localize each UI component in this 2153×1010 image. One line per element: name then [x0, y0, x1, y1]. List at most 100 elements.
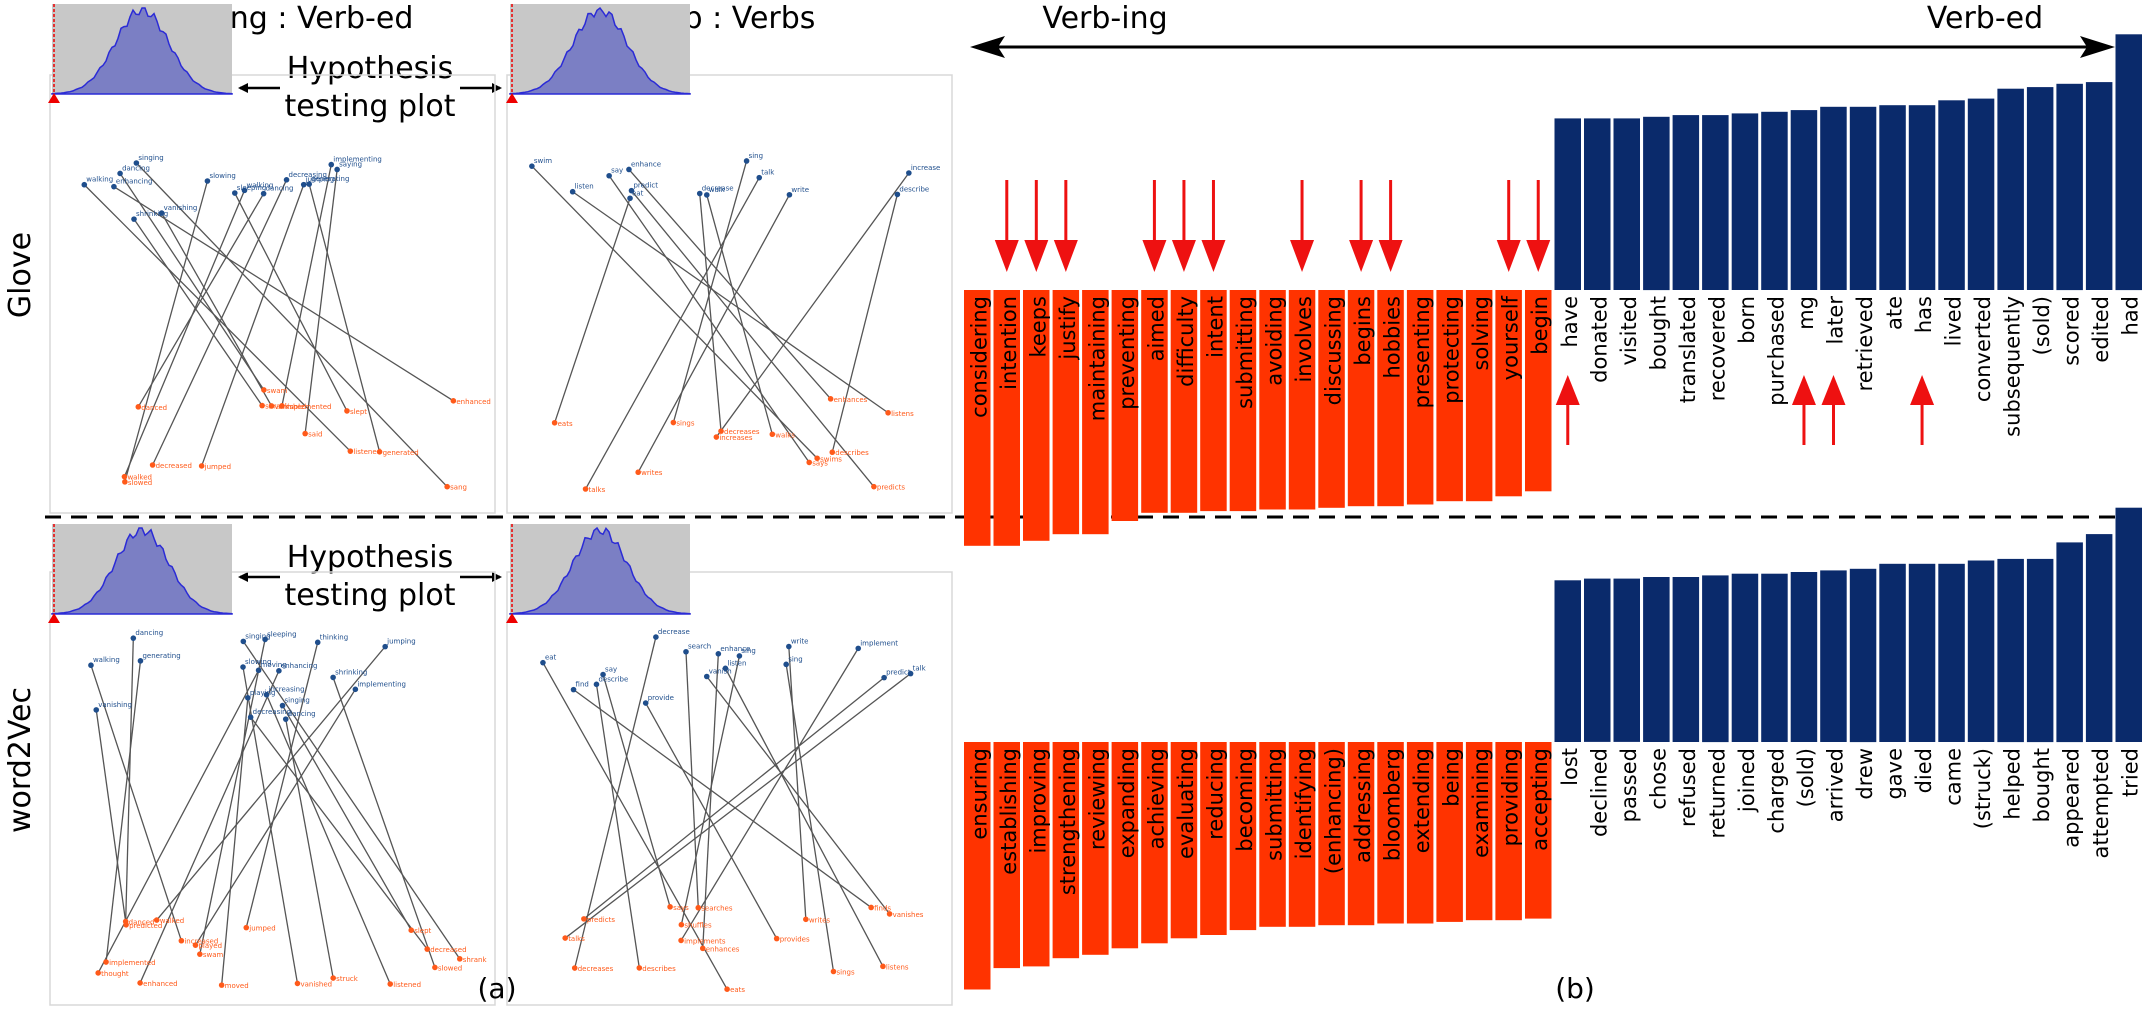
word-point-top: [260, 190, 267, 197]
word-point-bottom: [814, 455, 820, 462]
word-label-bottom: shuffles: [684, 922, 712, 930]
word-label-top: sleeping: [267, 630, 296, 638]
highlight-arrow-down: [1290, 180, 1315, 272]
word-label-bottom: jumped: [248, 925, 275, 933]
bar-tick-label: reducing: [1204, 748, 1228, 840]
word-point-bottom: [695, 904, 702, 911]
word-pair-link: [199, 639, 266, 955]
hypothesis-text-2: testing plot: [284, 578, 455, 613]
word-pair-link: [574, 636, 657, 969]
word-point-bottom: [192, 942, 199, 948]
bar: [1672, 577, 1700, 742]
word-label-bottom: said: [308, 431, 322, 439]
word-label-top: singing: [285, 697, 310, 705]
word-pair-link: [123, 190, 246, 477]
hypothesis-text-1: Hypothesis: [287, 51, 454, 86]
word-label-top: decrease: [702, 185, 734, 193]
word-label-bottom: moved: [225, 982, 249, 990]
bar: [1584, 118, 1611, 291]
bar: [1731, 113, 1759, 291]
bar-tick-label: came: [1942, 748, 1966, 806]
bar: [1702, 115, 1729, 290]
word-point-top: [703, 673, 710, 680]
word-label-top: describe: [598, 675, 628, 683]
bar: [1879, 105, 1906, 290]
bar: [1052, 290, 1080, 535]
word-pair-link: [95, 709, 127, 925]
bar-tick-label: solving: [1469, 296, 1493, 371]
bar-tick-label: bought: [1646, 296, 1670, 370]
word-pair-link: [221, 697, 249, 986]
word-point-top: [715, 650, 722, 657]
bar: [1170, 290, 1198, 513]
word-point-bottom: [294, 980, 301, 987]
word-point-bottom: [880, 963, 886, 970]
bar: [1584, 578, 1611, 742]
hypothesis-histograms: [48, 4, 691, 623]
hypothesis-label-top: Hypothesis testing plot: [238, 51, 502, 124]
bar: [1967, 98, 1995, 290]
word-point-top: [906, 170, 912, 176]
bar-tick-label: discussing: [1322, 296, 1346, 405]
bar-tick-label: declined: [1587, 748, 1611, 837]
bar-tick-label: died: [1912, 748, 1936, 793]
word-scatter: dancing danced singing slept sleeping swam wal…: [88, 629, 487, 990]
word-label-top: provide: [648, 694, 674, 702]
bar-tick-label: intent: [1204, 296, 1228, 358]
bar-tick-label: have: [1558, 296, 1582, 348]
bar: [1761, 573, 1788, 742]
word-point-bottom: [279, 403, 285, 409]
bar-tick-label: born: [1735, 296, 1759, 344]
word-point-top: [736, 653, 743, 659]
word-point-bottom: [197, 951, 203, 957]
word-pair-link: [234, 192, 348, 412]
word-point-bottom: [886, 911, 893, 917]
word-point-bottom: [408, 927, 415, 933]
word-label-top: dancing: [135, 629, 163, 637]
word-point-bottom: [551, 419, 558, 426]
bar-tick-label: yourself: [1499, 295, 1523, 380]
bar: [964, 742, 991, 990]
word-label-bottom: slowed: [438, 964, 462, 972]
bar-tick-label: has: [1912, 296, 1936, 333]
bar-tick-label: had: [2119, 296, 2143, 336]
highlight-arrow-down: [1496, 180, 1521, 272]
word-point-top: [894, 191, 901, 198]
word-point-top: [569, 188, 576, 195]
histogram-distribution: [509, 6, 691, 95]
word-label-bottom: sang: [450, 484, 467, 492]
word-pair-link: [250, 716, 428, 950]
bar: [1908, 105, 1936, 290]
word-label-top: increasing: [269, 686, 305, 694]
bar-tick-label: maintaining: [1085, 296, 1109, 421]
histogram-distribution: [509, 526, 691, 615]
bar: [1141, 290, 1168, 513]
bar: [1170, 742, 1198, 939]
word-pair-link: [584, 177, 760, 490]
word-pair-link: [83, 184, 351, 452]
bar: [2056, 542, 2083, 743]
bar: [1820, 570, 1847, 742]
bar-tick-label: chose: [1646, 748, 1670, 810]
scatter-frame-glove-ing-ed: [49, 74, 496, 514]
word-label-top: enhance: [631, 160, 661, 168]
word-pair-link: [672, 160, 748, 423]
word-point-top: [283, 177, 290, 183]
word-label-top: generating: [142, 652, 180, 660]
bar: [1347, 290, 1375, 507]
word-point-bottom: [670, 419, 677, 426]
word-label-bottom: jumped: [204, 463, 231, 471]
word-point-top: [756, 174, 763, 181]
bar-tick-label: providing: [1499, 748, 1523, 846]
word-pair-link: [564, 673, 911, 939]
word-point-bottom: [261, 387, 267, 393]
word-label-bottom: swims: [820, 455, 842, 463]
word-label-bottom: eats: [558, 420, 573, 428]
word-label-bottom: decreased: [430, 946, 466, 954]
word-pair-link: [265, 694, 391, 985]
word-pair-link: [788, 646, 807, 920]
word-point-top: [117, 170, 123, 177]
histogram-distribution: [51, 527, 233, 615]
bar-tick-label: examining: [1469, 748, 1493, 858]
word-pair-link: [90, 665, 182, 941]
